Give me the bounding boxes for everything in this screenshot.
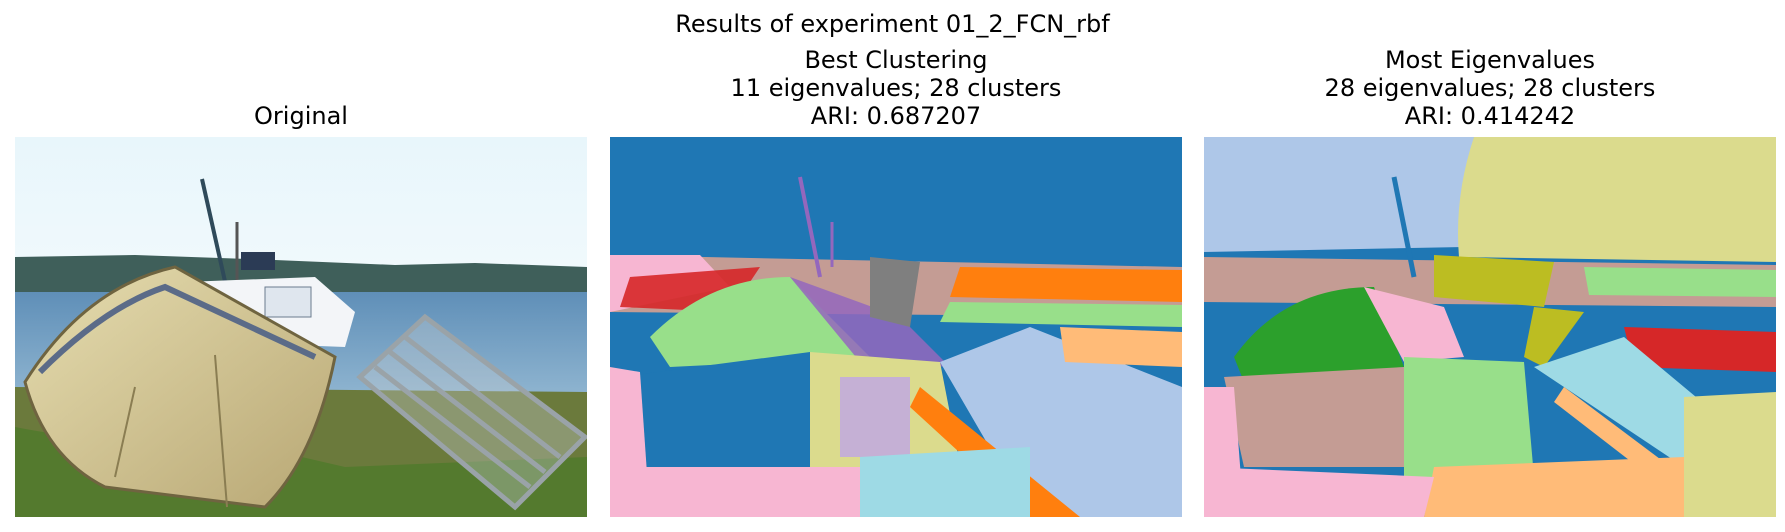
panel-original-title: Original	[15, 102, 587, 130]
boat-sign	[241, 252, 275, 270]
cluster-olive-small	[1524, 307, 1584, 367]
original-photo-drawing	[15, 137, 587, 517]
cluster-mast	[1391, 176, 1417, 278]
panel-best-clustering-title-line-1: Best Clustering	[804, 46, 988, 74]
cluster-olive	[1434, 255, 1554, 307]
cluster-green-band	[940, 302, 1182, 327]
panel-most-eigenvalues-title-line-3: ARI: 0.414242	[1404, 102, 1576, 130]
best-clustering-map	[610, 137, 1182, 517]
cluster-pink-wedge	[1364, 287, 1464, 362]
cluster-mast	[798, 176, 822, 278]
most-eigenvalues-drawing	[1204, 137, 1776, 517]
boat-planks	[114, 354, 228, 508]
cluster-boat-top-green	[1234, 287, 1404, 382]
cluster-ground-peach	[1424, 457, 1724, 517]
cluster-hull-blue	[620, 352, 810, 467]
cluster-orange-band	[950, 267, 1182, 302]
panel-best-clustering-title-line-3: ARI: 0.687207	[810, 102, 982, 130]
cluster-peach	[1060, 327, 1182, 367]
cluster-red-band	[1624, 327, 1776, 372]
panel-most-eigenvalues-title-line-2: 28 eigenvalues; 28 clusters	[1324, 74, 1656, 102]
cluster-sky-right	[1458, 137, 1776, 262]
panel-original-title-line-1: Original	[254, 102, 348, 130]
cluster-lightcyan	[860, 447, 1030, 517]
cluster-sky-left	[1204, 137, 1474, 252]
cluster-purple-wedge	[790, 277, 950, 367]
cluster-ground-pink	[1204, 467, 1434, 517]
cluster-ground-pink	[610, 467, 860, 517]
panel-best-clustering-title: Best Clustering 11 eigenvalues; 28 clust…	[610, 46, 1182, 130]
lobster-trap	[356, 313, 587, 511]
panel-most-eigenvalues-title-line-1: Most Eigenvalues	[1384, 46, 1596, 74]
cluster-hull-lavender	[840, 377, 910, 457]
panel-best-clustering-title-line-2: 11 eigenvalues; 28 clusters	[730, 74, 1062, 102]
panel-most-eigenvalues-title: Most Eigenvalues 28 eigenvalues; 28 clus…	[1204, 46, 1776, 130]
cluster-trap-lightblue	[940, 327, 1182, 517]
cluster-right-khaki	[1684, 392, 1776, 517]
figure-suptitle: Results of experiment 01_2_FCN_rbf	[675, 10, 1110, 38]
cluster-green-band	[1584, 267, 1776, 297]
cluster-hull-brown	[1224, 367, 1404, 467]
cluster-boat-top	[650, 277, 870, 367]
cluster-hull-lightgreen	[1404, 357, 1534, 482]
original-photo	[15, 137, 587, 517]
boat-rim	[37, 283, 317, 375]
cluster-gray-block	[870, 257, 920, 327]
boat-cabin	[264, 286, 312, 318]
best-clustering-drawing	[610, 137, 1182, 517]
most-eigenvalues-map	[1204, 137, 1776, 517]
